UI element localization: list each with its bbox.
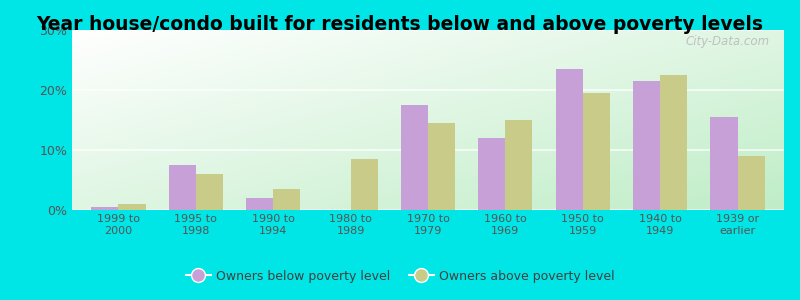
Bar [710,117,738,210]
Bar [506,120,533,210]
Bar [582,93,610,210]
Bar [401,105,428,210]
Text: City-Data.com: City-Data.com [686,35,770,48]
Legend: Owners below poverty level, Owners above poverty level: Owners below poverty level, Owners above… [181,265,619,288]
Bar [118,204,146,210]
Bar [274,189,300,210]
Bar [633,81,660,210]
Text: Year house/condo built for residents below and above poverty levels: Year house/condo built for residents bel… [37,15,763,34]
Bar [556,69,582,210]
Bar [478,138,506,210]
Bar [169,165,196,210]
Bar [428,123,455,210]
Bar [350,159,378,210]
Bar [246,198,274,210]
Bar [196,174,223,210]
Bar [660,75,687,210]
Bar [738,156,765,210]
Bar [91,207,118,210]
